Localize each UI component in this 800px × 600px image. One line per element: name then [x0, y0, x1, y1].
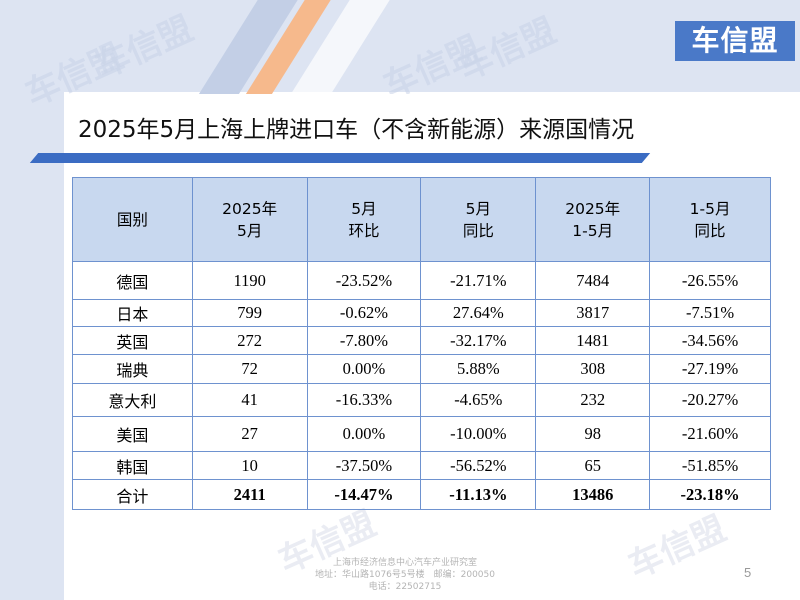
table-cell: -27.19%	[649, 354, 771, 384]
table-cell: -34.56%	[649, 326, 771, 355]
table-header-row: 国别 2025年 5月 5月 环比 5月 同比 2025年 1-5月 1-5月 …	[72, 177, 771, 262]
table-cell: -26.55%	[649, 261, 771, 300]
table-cell: 美国	[72, 416, 193, 452]
table-cell: -4.65%	[420, 383, 537, 417]
table-cell: -23.52%	[306, 261, 422, 300]
header-line: 1-5月	[689, 199, 731, 218]
table-row: 德国 1190 -23.52% -21.71% 7484 -26.55%	[72, 261, 771, 300]
header-line: 5月	[351, 199, 377, 218]
column-header: 5月 环比	[306, 177, 422, 262]
table-cell: 1481	[535, 326, 651, 355]
table-cell: 2411	[191, 479, 308, 510]
header-line: 2025年	[565, 199, 621, 218]
page-title: 2025年5月上海上牌进口车（不含新能源）来源国情况	[78, 117, 635, 143]
table-row: 意大利 41 -16.33% -4.65% 232 -20.27%	[72, 383, 771, 417]
table-cell: 41	[191, 383, 308, 417]
column-header: 2025年 1-5月	[535, 177, 651, 262]
table-cell: -10.00%	[420, 416, 537, 452]
table-cell: 英国	[72, 326, 193, 355]
table-cell: 德国	[72, 261, 193, 300]
header-line: 同比	[694, 221, 726, 240]
table-cell: 232	[535, 383, 651, 417]
table-cell: 7484	[535, 261, 651, 300]
table-cell: -0.62%	[306, 299, 422, 327]
table-cell: 98	[535, 416, 651, 452]
table-cell: 合计	[72, 479, 193, 510]
header-line: 5月	[236, 221, 263, 240]
page-number: 5	[744, 565, 752, 580]
table-cell: -14.47%	[306, 479, 422, 510]
brand-logo: 车信盟	[675, 21, 795, 61]
table-cell: -32.17%	[420, 326, 537, 355]
table-cell: 5.88%	[420, 354, 537, 384]
table-cell: -56.52%	[420, 451, 537, 480]
table-total-row: 合计 2411 -14.47% -11.13% 13486 -23.18%	[72, 479, 771, 510]
title-underline-bar	[29, 153, 651, 163]
table-cell: -23.18%	[649, 479, 771, 510]
table-cell: 1190	[191, 261, 308, 300]
column-header: 2025年 5月	[191, 177, 308, 262]
footer-address: 地址：华山路1076号5号楼 邮编：200050	[315, 570, 495, 580]
header-line: 环比	[348, 221, 380, 240]
footer-phone: 电话：22502715	[368, 582, 442, 592]
header-line: 国别	[116, 210, 148, 229]
table-cell: -7.51%	[649, 299, 771, 327]
table-cell: -11.13%	[420, 479, 537, 510]
table-cell: -20.27%	[649, 383, 771, 417]
table-cell: -21.60%	[649, 416, 771, 452]
table-cell: 意大利	[72, 383, 193, 417]
table-row: 日本 799 -0.62% 27.64% 3817 -7.51%	[72, 299, 771, 327]
table-cell: 308	[535, 354, 651, 384]
header-line: 2025年	[222, 199, 278, 218]
table-cell: 799	[191, 299, 308, 327]
table-cell: 27.64%	[420, 299, 537, 327]
table-cell: 韩国	[72, 451, 193, 480]
column-header: 1-5月 同比	[649, 177, 771, 262]
background-left-band	[0, 0, 64, 600]
table-row: 美国 27 0.00% -10.00% 98 -21.60%	[72, 416, 771, 452]
table-row: 英国 272 -7.80% -32.17% 1481 -34.56%	[72, 326, 771, 355]
column-header: 5月 同比	[420, 177, 537, 262]
footer-org: 上海市经济信息中心汽车产业研究室	[332, 558, 477, 568]
table-cell: 日本	[72, 299, 193, 327]
table-cell: 3817	[535, 299, 651, 327]
table-cell: 72	[191, 354, 308, 384]
table-cell: 65	[535, 451, 651, 480]
table-cell: -16.33%	[306, 383, 422, 417]
table-cell: 272	[191, 326, 308, 355]
background-top-band	[0, 0, 800, 92]
table-cell: -51.85%	[649, 451, 771, 480]
table-cell: 0.00%	[306, 416, 422, 452]
header-line: 5月	[465, 199, 492, 218]
footer-contact: 上海市经济信息中心汽车产业研究室 地址：华山路1076号5号楼 邮编：20005…	[290, 557, 520, 593]
table-cell: 0.00%	[306, 354, 422, 384]
header-line: 1-5月	[572, 221, 614, 240]
import-source-table: 国别 2025年 5月 5月 环比 5月 同比 2025年 1-5月 1-5月 …	[72, 177, 771, 510]
table-cell: 27	[191, 416, 308, 452]
table-row: 韩国 10 -37.50% -56.52% 65 -51.85%	[72, 451, 771, 480]
header-line: 同比	[462, 221, 494, 240]
table-cell: -21.71%	[420, 261, 537, 300]
column-header: 国别	[72, 177, 193, 262]
table-cell: -7.80%	[306, 326, 422, 355]
table-cell: 10	[191, 451, 308, 480]
table-cell: 13486	[535, 479, 651, 510]
table-cell: -37.50%	[306, 451, 422, 480]
table-cell: 瑞典	[72, 354, 193, 384]
table-row: 瑞典 72 0.00% 5.88% 308 -27.19%	[72, 354, 771, 384]
